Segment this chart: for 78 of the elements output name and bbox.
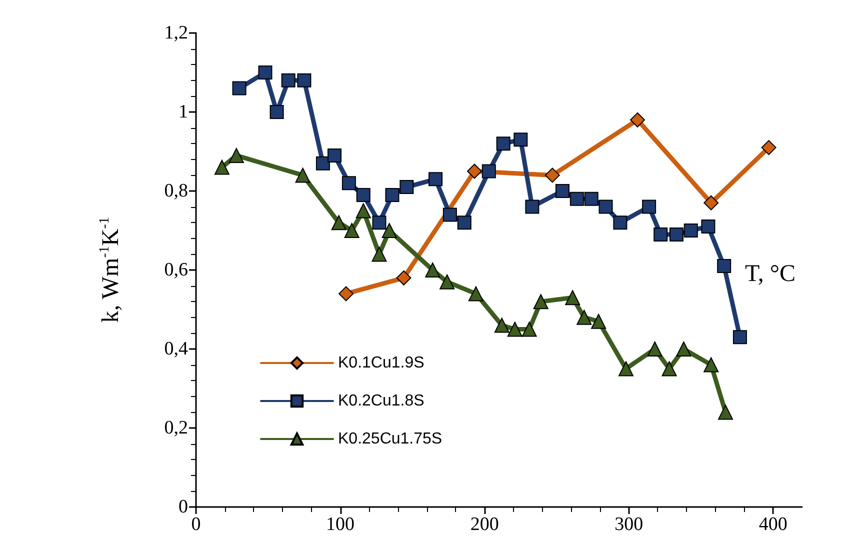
point <box>400 180 414 194</box>
point <box>718 404 734 420</box>
y-tick-label: 0 <box>178 496 188 518</box>
x-tick-label: 100 <box>326 514 355 535</box>
point <box>676 342 692 356</box>
point <box>316 156 330 170</box>
y-tick-label: 0,4 <box>164 338 188 360</box>
point <box>684 224 698 238</box>
point <box>630 112 646 128</box>
point <box>613 216 628 230</box>
point <box>342 176 356 190</box>
point <box>525 200 540 214</box>
point <box>457 216 472 230</box>
y-tick-label: 0,6 <box>164 260 188 280</box>
point <box>372 246 387 262</box>
point <box>704 357 719 372</box>
point <box>482 164 496 178</box>
point <box>507 322 522 337</box>
point <box>328 148 342 162</box>
point <box>258 66 272 80</box>
point <box>591 314 606 329</box>
point <box>295 168 310 183</box>
point <box>344 223 360 238</box>
point <box>544 168 560 183</box>
point <box>356 203 371 218</box>
y-tick-label: 0,2 <box>164 418 188 438</box>
x-tick-label: 200 <box>470 514 499 535</box>
point <box>704 195 719 210</box>
point <box>442 208 457 222</box>
x-axis-title: T, °C <box>745 261 796 287</box>
point <box>514 132 528 147</box>
point <box>372 216 386 230</box>
point <box>297 73 312 88</box>
point <box>356 188 370 202</box>
point <box>331 215 346 230</box>
legend-label: K0.2Cu1.8S <box>338 392 424 410</box>
legend-label: K0.25Cu1.75S <box>338 430 442 448</box>
point <box>618 361 634 376</box>
point <box>281 73 296 88</box>
point <box>214 160 230 175</box>
point <box>662 361 677 376</box>
point <box>228 148 244 163</box>
point <box>270 105 284 119</box>
point <box>533 294 548 310</box>
x-tick-label: 400 <box>758 514 788 535</box>
point <box>338 286 354 302</box>
point <box>396 270 412 286</box>
point <box>647 342 662 356</box>
point <box>466 164 482 179</box>
point <box>642 200 656 214</box>
point <box>717 259 732 274</box>
point <box>598 200 613 214</box>
point <box>232 81 246 96</box>
legend-label: K0.1Cu1.9S <box>338 354 424 372</box>
y-tick-label: 1 <box>178 102 188 122</box>
y-tick-label: 1,2 <box>164 22 188 44</box>
y-axis-title: k, Wm-1K-1 <box>98 217 124 323</box>
point <box>701 220 716 234</box>
point <box>522 322 537 337</box>
point <box>428 172 443 186</box>
point <box>584 192 598 206</box>
point <box>565 290 580 306</box>
point <box>440 274 455 290</box>
point <box>382 223 397 238</box>
point <box>570 192 584 206</box>
point <box>555 184 570 198</box>
point <box>496 136 510 151</box>
point <box>425 262 440 278</box>
point <box>654 227 668 242</box>
point <box>468 286 484 302</box>
point <box>761 140 776 156</box>
point <box>385 188 400 202</box>
y-tick-label: 0,8 <box>164 180 188 202</box>
x-tick-label: 300 <box>614 514 644 535</box>
point <box>494 318 510 333</box>
point <box>576 310 592 325</box>
point <box>732 330 747 344</box>
point <box>669 227 684 242</box>
